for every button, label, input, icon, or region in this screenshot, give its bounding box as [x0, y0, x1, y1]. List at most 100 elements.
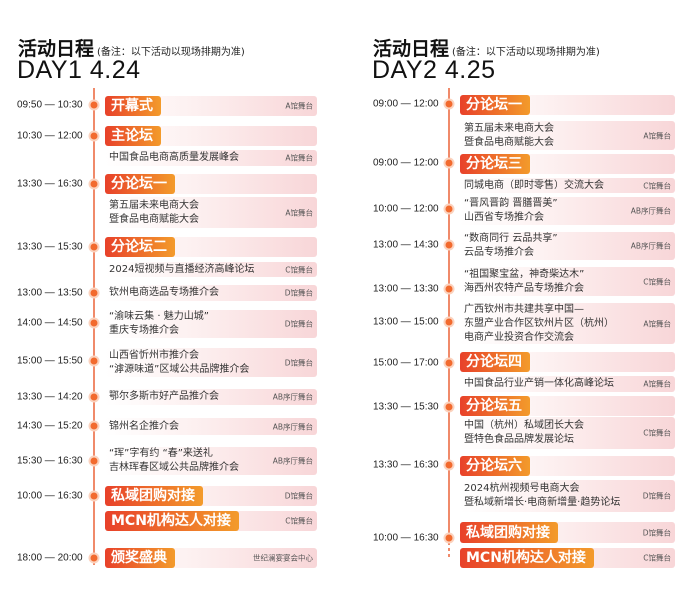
venue-label: A馆舞台: [285, 101, 313, 111]
session-banner: MCN机构达人对接 C馆舞台: [460, 548, 675, 568]
session-banner: 分论坛一: [460, 95, 675, 115]
session-badge: 分论坛六: [460, 456, 530, 476]
heading-text: 活动日程: [373, 38, 450, 60]
venue-label: D馆舞台: [642, 528, 671, 537]
session-banner: 私域团购对接 D馆舞台: [105, 486, 317, 506]
day-date: DAY2 4.25: [372, 56, 496, 84]
venue-label: AB序厅舞台: [630, 241, 671, 251]
event-title-line: “晋风晋韵 晋膳晋美”: [464, 198, 558, 209]
event-title: 锦州名企推介会: [109, 420, 179, 434]
time-range: 13:00 — 13:50: [17, 287, 83, 299]
event-card: 2024短视频与直播经济高峰论坛 C馆舞台: [105, 262, 317, 277]
session-badge: 分论坛二: [105, 237, 175, 257]
event-title: 同城电商（即时零售）交流大会: [464, 179, 604, 193]
session-banner: 分论坛五: [460, 396, 675, 416]
venue-label: A馆舞台: [643, 131, 671, 140]
venue-label: AB序厅舞台: [630, 206, 671, 216]
event-card: 第五届未来电商大会 暨食品电商赋能大会 A馆舞台: [105, 197, 317, 228]
time-range: 09:00 — 12:00: [373, 157, 439, 169]
session-banner: 主论坛: [105, 126, 317, 146]
timeline-dot: [90, 422, 98, 430]
event-title-line: 山西省专场推介会: [464, 212, 544, 223]
venue-label: C馆舞台: [643, 553, 671, 563]
event-title: 山西省忻州市推介会 “滹源味道”区域公共品牌推介会: [109, 349, 249, 377]
venue-label: A馆舞台: [643, 319, 671, 328]
session-badge: 开幕式: [105, 96, 161, 116]
timeline-dot: [445, 100, 453, 108]
event-card: “珲”字有约 “春”来送礼 吉林珲春区域公共品牌推介会 AB序厅舞台: [105, 447, 317, 475]
event-card: “晋风晋韵 晋膳晋美” 山西省专场推介会 AB序厅舞台: [460, 197, 675, 225]
timeline-dot: [90, 289, 98, 297]
event-title-line: 广西钦州市共建共享中国—: [464, 303, 584, 315]
event-title: “渝味云集 · 魅力山城” 重庆专场推介会: [109, 310, 209, 338]
timeline-dot: [445, 461, 453, 469]
event-title-line: 暨特色食品品牌发展论坛: [464, 434, 574, 445]
session-banner: 分论坛四: [460, 352, 675, 372]
timeline-dot: [90, 457, 98, 465]
timeline-line: [448, 88, 450, 530]
timeline-dot: [90, 180, 98, 188]
session-badge: 私域团购对接: [105, 486, 203, 506]
event-title: “珲”字有约 “春”来送礼 吉林珲春区域公共品牌推介会: [109, 447, 239, 475]
session-banner: 开幕式 A馆舞台: [105, 96, 317, 116]
time-range: 15:30 — 16:30: [17, 455, 83, 467]
event-title: 广西钦州市共建共享中国— 东盟产业合作区钦州片区（杭州） 电商产业投资合作交流会: [464, 303, 614, 345]
event-title-line: “珲”字有约 “春”来送礼: [109, 448, 213, 459]
venue-label: AB序厅舞台: [272, 456, 313, 466]
venue-label: D馆舞台: [284, 288, 313, 298]
event-card: 鄂尔多斯市好产品推介会 AB序厅舞台: [105, 389, 317, 405]
session-badge: MCN机构达人对接: [105, 511, 239, 531]
venue-label: AB序厅舞台: [272, 422, 313, 431]
event-title: 中国食品电商高质量发展峰会: [109, 151, 239, 165]
timeline-dot: [90, 393, 98, 401]
event-title: “祖国聚宝盆，神奇柴达木” 海西州农特产品专场推介会: [464, 268, 584, 296]
event-title-line: “数商同行 云品共享”: [464, 233, 558, 244]
timeline-dot: [445, 534, 453, 542]
session-banner: 分论坛三: [460, 154, 675, 174]
event-title: 2024短视频与直播经济高峰论坛: [109, 263, 254, 277]
event-title-line: 第五届未来电商大会: [109, 199, 199, 211]
venue-label: D馆舞台: [284, 358, 313, 367]
schedule-heading: 活动日程 (备注：以下活动以现场排期为准): [18, 34, 245, 61]
event-card: 第五届未来电商大会 暨食品电商赋能大会 A馆舞台: [460, 121, 675, 150]
event-title: 中国食品行业产销一体化高峰论坛: [464, 377, 614, 391]
event-title-line: 云品专场推介会: [464, 247, 534, 258]
time-range: 13:30 — 16:30: [373, 459, 439, 471]
schedule-note: (备注：以下活动以现场排期为准): [452, 47, 600, 58]
event-title-line: 第五届未来电商大会: [464, 122, 554, 134]
time-range: 13:00 — 13:30: [373, 283, 439, 295]
session-badge: 主论坛: [105, 126, 161, 146]
session-banner: 颁奖盛典 世纪澜宴宴会中心: [105, 548, 317, 568]
event-title-line: 2024短视频与直播经济高峰论坛: [109, 263, 255, 275]
time-range: 10:00 — 12:00: [373, 203, 439, 215]
event-card: 广西钦州市共建共享中国— 东盟产业合作区钦州片区（杭州） 电商产业投资合作交流会 A馆…: [460, 303, 675, 344]
venue-label: C馆舞台: [643, 277, 671, 286]
session-banner: 私域团购对接 D馆舞台: [460, 522, 675, 543]
session-badge: 分论坛五: [460, 396, 530, 416]
event-title-line: 中国食品行业产销一体化高峰论坛: [464, 378, 614, 389]
time-range: 13:30 — 14:20: [17, 391, 83, 403]
venue-label: A馆舞台: [285, 208, 313, 217]
session-banner: 分论坛一: [105, 174, 317, 194]
venue-label: 世纪澜宴宴会中心: [253, 553, 313, 563]
timeline-dot: [445, 159, 453, 167]
event-title-line: 钦州电商选品专场推介会: [109, 287, 219, 298]
event-title-line: 海西州农特产品专场推介会: [464, 282, 584, 294]
day-date: DAY1 4.24: [17, 56, 141, 84]
event-title: 2024杭州视频号电商大会 暨私域新增长·电商新增量·趋势论坛: [464, 482, 620, 510]
time-range: 10:30 — 12:00: [17, 130, 83, 142]
time-range: 10:00 — 16:30: [17, 490, 83, 502]
session-banner: MCN机构达人对接 C馆舞台: [105, 511, 317, 531]
timeline-dot: [90, 132, 98, 140]
event-title: “晋风晋韵 晋膳晋美” 山西省专场推介会: [464, 197, 558, 225]
time-range: 14:00 — 14:50: [17, 317, 83, 329]
timeline-dot: [445, 205, 453, 213]
session-badge: 分论坛四: [460, 352, 530, 372]
event-title-line: 电商产业投资合作交流会: [464, 331, 574, 343]
time-range: 13:30 — 15:30: [373, 401, 439, 413]
session-badge: 分论坛一: [460, 95, 530, 115]
timeline-dot: [90, 357, 98, 365]
timeline-dot: [445, 318, 453, 326]
event-title-line: 暨私域新增长·电商新增量·趋势论坛: [464, 497, 621, 508]
event-title-line: 锦州名企推介会: [109, 420, 179, 432]
